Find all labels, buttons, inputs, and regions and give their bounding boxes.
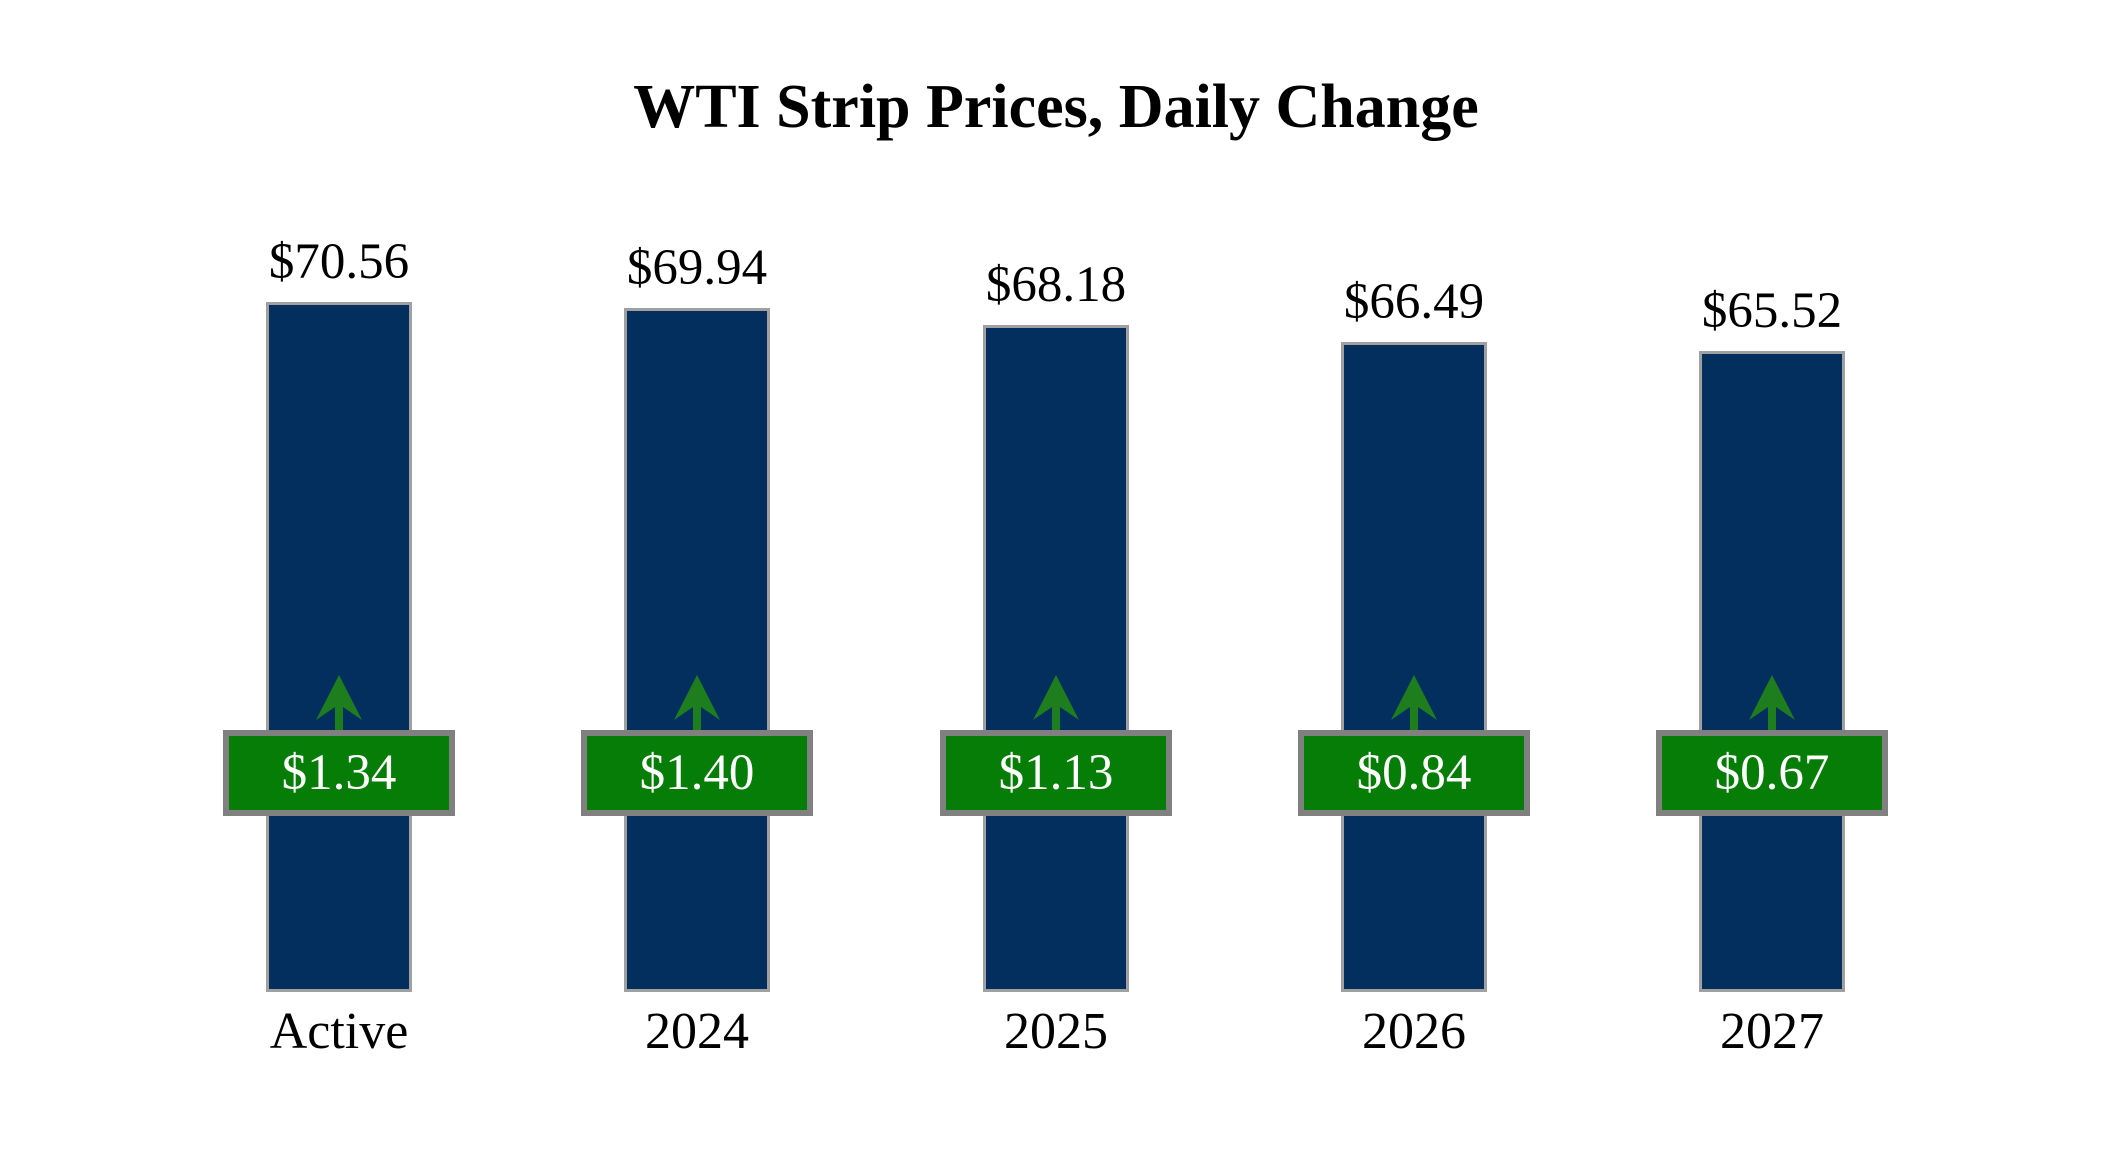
bar-group-2025: $68.18 $1.13 2025 <box>876 0 1236 1152</box>
bar-group-2026: $66.49 $0.84 2026 <box>1234 0 1594 1152</box>
price-label: $69.94 <box>626 240 768 296</box>
bar <box>983 325 1129 992</box>
up-arrow-icon <box>674 675 720 732</box>
category-label: 2026 <box>1362 1003 1466 1060</box>
price-label: $70.56 <box>268 234 410 290</box>
bar <box>1341 342 1487 992</box>
price-label: $65.52 <box>1701 283 1843 339</box>
bar-group-2024: $69.94 $1.40 2024 <box>517 0 877 1152</box>
price-label: $68.18 <box>985 257 1127 313</box>
daily-change-label: $1.40 <box>639 745 755 801</box>
bar-group-2027: $65.52 $0.67 2027 <box>1592 0 1952 1152</box>
category-label: 2025 <box>1004 1003 1108 1060</box>
daily-change-badge: $1.13 <box>940 730 1172 816</box>
up-arrow-icon <box>1391 675 1437 732</box>
bar <box>266 302 412 992</box>
category-label: 2024 <box>645 1003 749 1060</box>
daily-change-badge: $0.84 <box>1298 730 1530 816</box>
up-arrow-icon <box>1749 675 1795 732</box>
daily-change-label: $1.34 <box>281 745 397 801</box>
bar <box>1699 351 1845 992</box>
chart-title: WTI Strip Prices, Daily Change <box>633 73 1479 141</box>
category-label: 2027 <box>1720 1003 1824 1060</box>
daily-change-label: $1.13 <box>998 745 1114 801</box>
daily-change-label: $0.84 <box>1356 745 1472 801</box>
up-arrow-icon <box>1033 675 1079 732</box>
price-label: $66.49 <box>1343 274 1485 330</box>
bar-group-active: $70.56 $1.34 Active <box>159 0 519 1152</box>
daily-change-badge: $1.34 <box>223 730 455 816</box>
category-label: Active <box>269 1003 409 1060</box>
bar <box>624 308 770 992</box>
daily-change-badge: $0.67 <box>1656 730 1888 816</box>
daily-change-badge: $1.40 <box>581 730 813 816</box>
daily-change-label: $0.67 <box>1714 745 1830 801</box>
up-arrow-icon <box>316 675 362 732</box>
